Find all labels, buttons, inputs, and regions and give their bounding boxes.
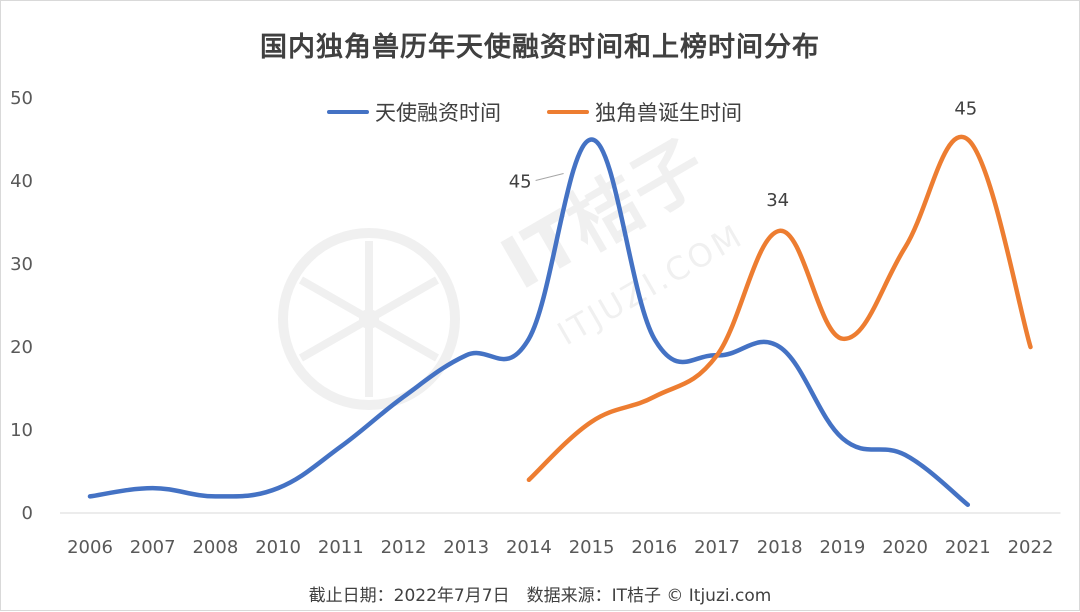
x-tick-label: 2015 bbox=[569, 537, 615, 558]
x-tick-label: 2018 bbox=[757, 537, 803, 558]
legend: 天使融资时间 独角兽诞生时间 bbox=[327, 101, 742, 125]
x-tick-label: 2021 bbox=[945, 537, 991, 558]
y-tick-label: 50 bbox=[10, 88, 33, 109]
y-tick-label: 10 bbox=[10, 420, 33, 441]
x-tick-label: 2012 bbox=[381, 537, 427, 558]
x-tick-label: 2013 bbox=[443, 537, 489, 558]
data-label-leader bbox=[535, 173, 564, 181]
x-tick-label: 2006 bbox=[67, 537, 113, 558]
chart-title: 国内独角兽历年天使融资时间和上榜时间分布 bbox=[260, 32, 820, 63]
data-label: 45 bbox=[509, 172, 532, 193]
x-tick-label: 2010 bbox=[255, 537, 301, 558]
series-line bbox=[526, 134, 1033, 483]
orange-slice-icon bbox=[278, 228, 460, 410]
data-label: 34 bbox=[766, 190, 789, 211]
y-tick-label: 30 bbox=[10, 254, 33, 275]
x-tick-label: 2014 bbox=[506, 537, 552, 558]
data-labels: 45 34 45 bbox=[509, 99, 978, 211]
x-tick-label: 2022 bbox=[1008, 537, 1054, 558]
x-tick-label: 2016 bbox=[631, 537, 677, 558]
y-tick-label: 0 bbox=[22, 503, 33, 524]
series-line bbox=[87, 137, 971, 507]
legend-label: 独角兽诞生时间 bbox=[595, 101, 742, 125]
x-tick-label: 2008 bbox=[192, 537, 238, 558]
axes: 0 10 20 30 40 50 2006 2007 2008 2010 2011 2012 2013 2… bbox=[10, 88, 1061, 558]
footer-source: 截止日期：2022年7月7日 数据来源：IT桔子 © Itjuzi.com bbox=[308, 586, 772, 606]
y-tick-label: 40 bbox=[10, 171, 33, 192]
legend-label: 天使融资时间 bbox=[375, 101, 501, 125]
series-group bbox=[87, 134, 1033, 507]
x-tick-label: 2017 bbox=[694, 537, 740, 558]
x-tick-label: 2020 bbox=[882, 537, 928, 558]
y-tick-label: 20 bbox=[10, 337, 33, 358]
data-label: 45 bbox=[954, 99, 977, 120]
x-tick-label: 2011 bbox=[318, 537, 364, 558]
x-tick-label: 2019 bbox=[819, 537, 865, 558]
x-tick-label: 2007 bbox=[130, 537, 176, 558]
